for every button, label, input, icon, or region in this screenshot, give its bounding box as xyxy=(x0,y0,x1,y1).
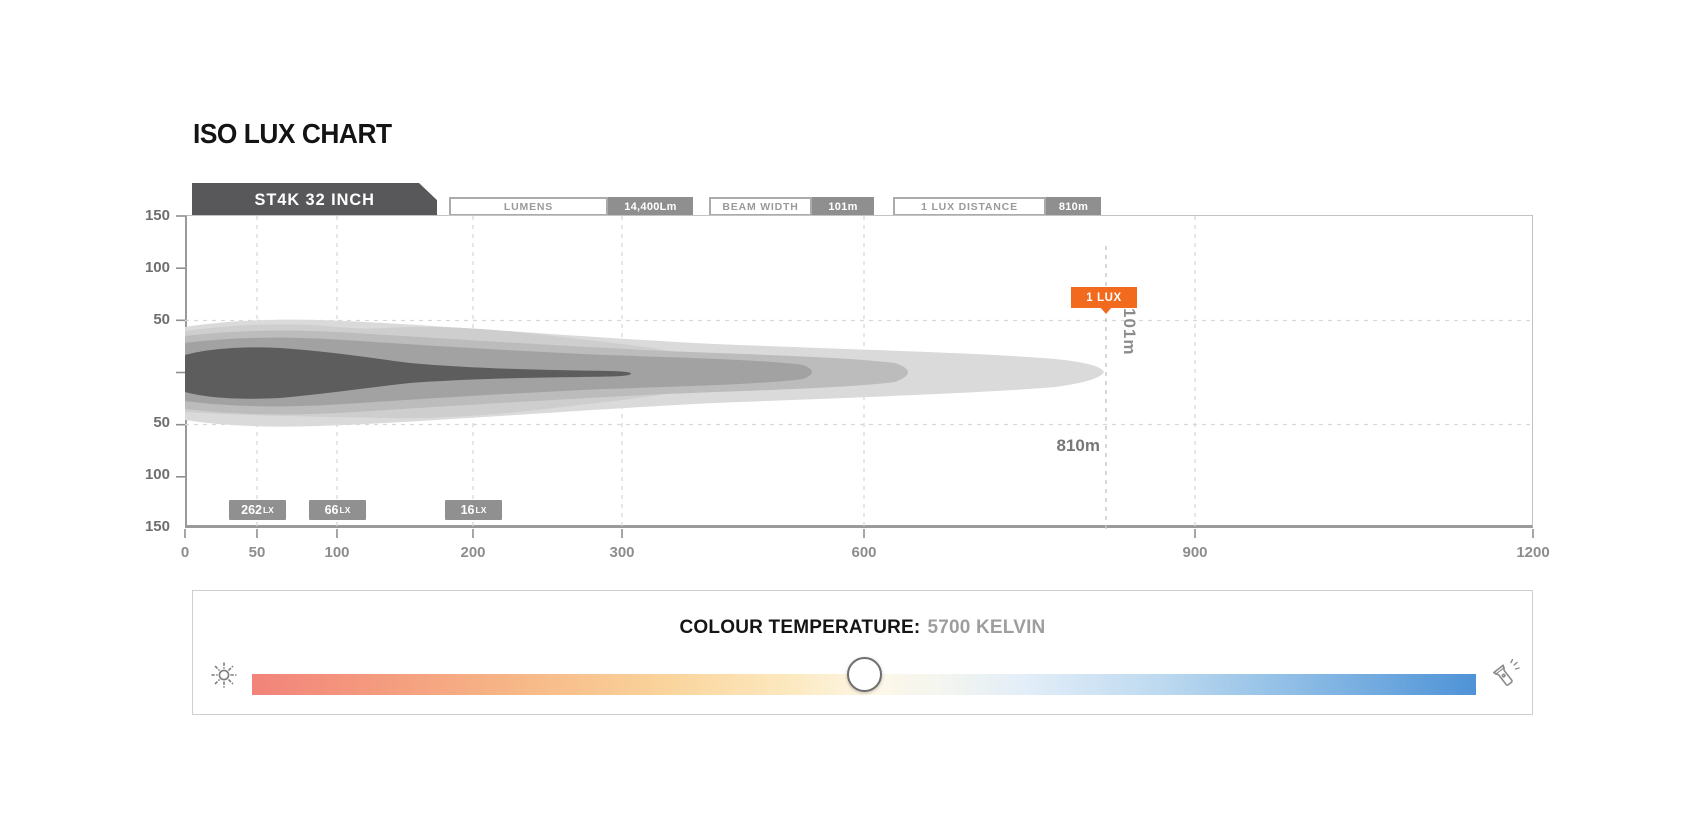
distance-annotation: 810m xyxy=(1056,436,1100,455)
product-badge: ST4K 32 INCH xyxy=(192,183,437,216)
beam-pattern-svg xyxy=(176,215,1534,538)
y-label-150-top: 150 xyxy=(144,207,170,224)
page-title: ISO LUX CHART xyxy=(193,118,392,149)
stat-one-lux-distance: 1 LUX DISTANCE 810m xyxy=(893,197,1101,216)
stat-beam-width-value: 101m xyxy=(812,197,874,216)
y-label-100-top: 100 xyxy=(144,259,170,276)
one-lux-marker-label: 1 LUX xyxy=(1086,291,1122,304)
y-label-50-bottom: 50 xyxy=(153,414,170,431)
colour-temperature-value: 5700 KELVIN xyxy=(927,617,1046,638)
lux-label-262: 262 LX xyxy=(229,500,286,520)
flashlight-icon xyxy=(1492,659,1520,686)
x-label-50: 50 xyxy=(248,544,266,561)
stat-beam-width-label: BEAM WIDTH xyxy=(709,197,812,216)
y-label-50-top: 50 xyxy=(153,311,170,328)
axis-ticks xyxy=(176,215,1534,538)
beam-lobes xyxy=(185,319,1104,427)
x-label-300: 300 xyxy=(609,544,635,561)
lobe-262-lux xyxy=(185,347,631,399)
lux-label-66: 66 LX xyxy=(309,500,366,520)
colour-temperature-label: COLOUR TEMPERATURE: xyxy=(679,617,921,638)
sun-icon xyxy=(211,662,237,688)
stat-one-lux-distance-label: 1 LUX DISTANCE xyxy=(893,197,1046,216)
stat-one-lux-distance-value: 810m xyxy=(1046,197,1101,216)
one-lux-marker: 1 LUX xyxy=(1071,287,1137,314)
y-label-150-bottom: 150 xyxy=(144,518,170,535)
x-label-1200: 1200 xyxy=(1516,544,1550,561)
x-label-600: 600 xyxy=(851,544,877,561)
colour-temperature-panel: COLOUR TEMPERATURE: 5700 KELVIN xyxy=(192,590,1533,715)
x-label-100: 100 xyxy=(324,544,350,561)
temperature-slider-handle[interactable] xyxy=(847,657,882,692)
x-label-0: 0 xyxy=(180,544,190,561)
iso-lux-chart-plot xyxy=(176,215,1534,538)
x-label-900: 900 xyxy=(1182,544,1208,561)
product-name: ST4K 32 INCH xyxy=(254,189,375,209)
stat-lumens-label: LUMENS xyxy=(449,197,608,216)
stat-lumens-value: 14,400Lm xyxy=(608,197,693,216)
x-label-200: 200 xyxy=(460,544,486,561)
stat-beam-width: BEAM WIDTH 101m xyxy=(709,197,874,216)
beam-width-annotation: 101m xyxy=(1120,308,1139,356)
colour-temperature-title: COLOUR TEMPERATURE: 5700 KELVIN xyxy=(193,617,1532,639)
lux-label-16: 16 LX xyxy=(445,500,502,520)
stat-lumens: LUMENS 14,400Lm xyxy=(449,197,693,216)
y-label-100-bottom: 100 xyxy=(144,466,170,483)
